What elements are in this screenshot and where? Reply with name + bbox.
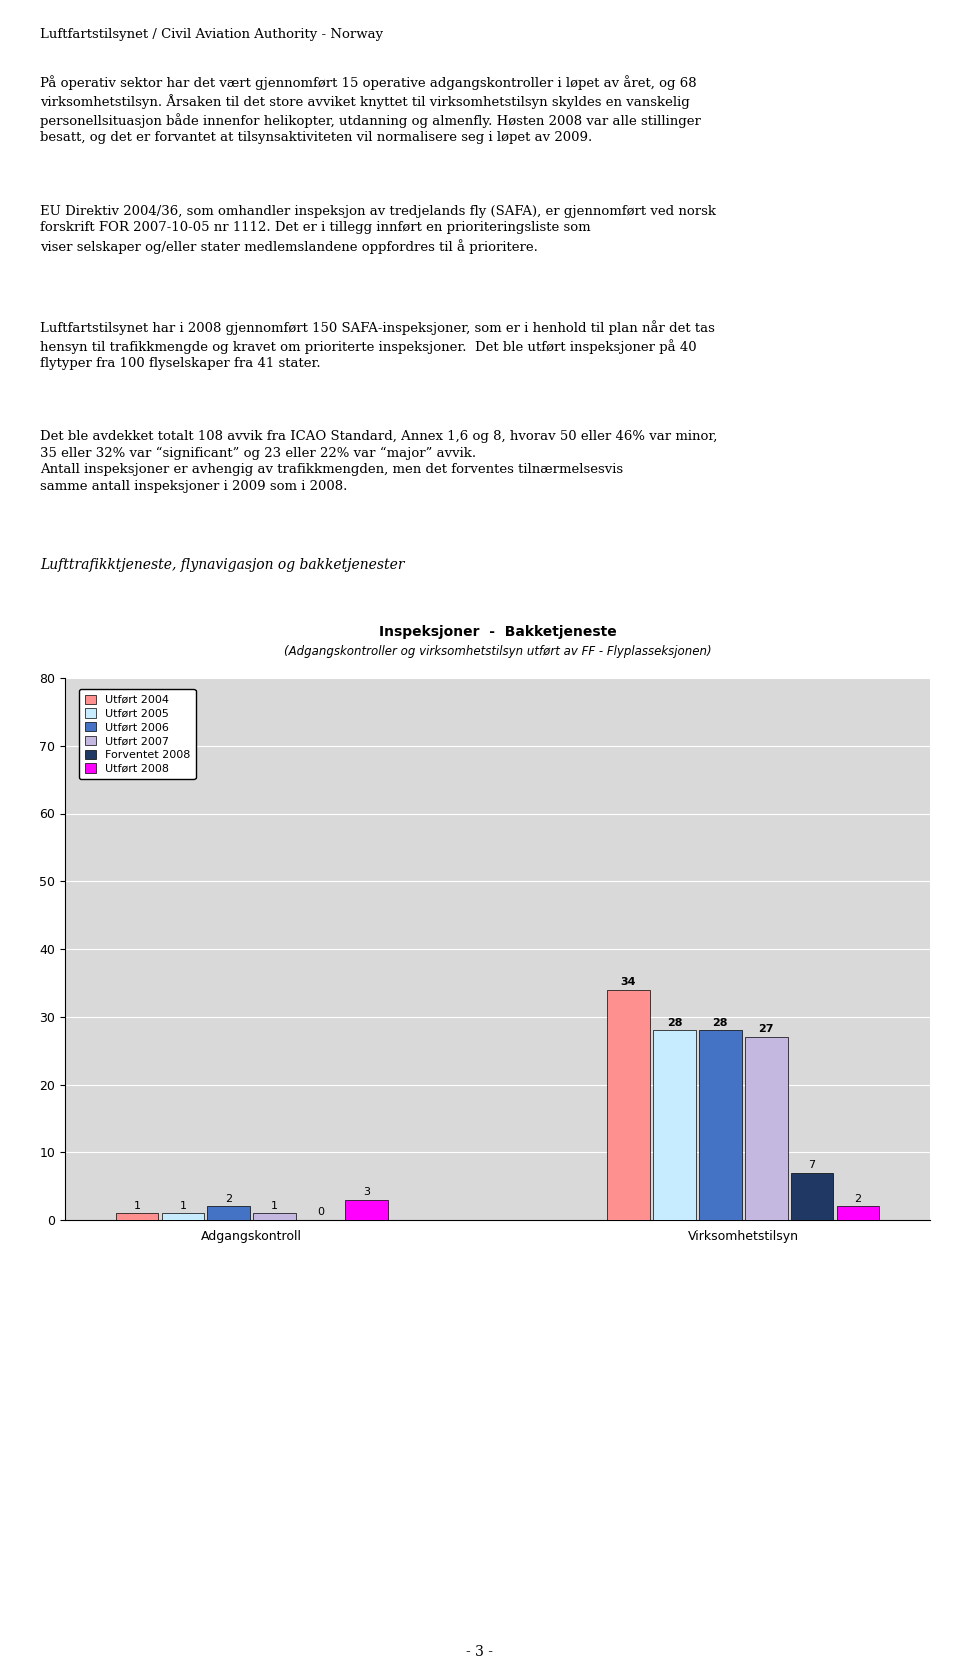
- Bar: [116, 1214, 158, 1221]
- Bar: [608, 990, 650, 1221]
- Text: 2: 2: [854, 1194, 861, 1204]
- Text: Det ble avdekket totalt 108 avvik fra ICAO Standard, Annex 1,6 og 8, hvorav 50 e: Det ble avdekket totalt 108 avvik fra IC…: [40, 430, 717, 493]
- Text: (Adgangskontroller og virksomhetstilsyn utført av FF - Flyplasseksjonen): (Adgangskontroller og virksomhetstilsyn …: [284, 645, 711, 659]
- Text: Luftfartstilsynet har i 2008 gjennomført 150 SAFA-inspeksjoner, som er i henhold: Luftfartstilsynet har i 2008 gjennomført…: [40, 319, 715, 371]
- Text: EU Direktiv 2004/36, som omhandler inspeksjon av tredjelands fly (SAFA), er gjen: EU Direktiv 2004/36, som omhandler inspe…: [40, 206, 716, 254]
- Text: På operativ sektor har det vært gjennomført 15 operative adgangskontroller i løp: På operativ sektor har det vært gjennomf…: [40, 75, 701, 144]
- Bar: [161, 1214, 204, 1221]
- Bar: [699, 1030, 742, 1221]
- Text: 3: 3: [363, 1187, 370, 1197]
- Text: 1: 1: [180, 1200, 186, 1211]
- Bar: [745, 1037, 787, 1221]
- Text: 7: 7: [808, 1160, 816, 1170]
- Text: Luftfartstilsynet / Civil Aviation Authority - Norway: Luftfartstilsynet / Civil Aviation Autho…: [40, 28, 383, 42]
- Text: 27: 27: [758, 1025, 774, 1035]
- Bar: [653, 1030, 696, 1221]
- Text: 28: 28: [712, 1018, 728, 1028]
- Text: 0: 0: [317, 1207, 324, 1217]
- Text: 34: 34: [621, 976, 636, 986]
- Text: - 3 -: - 3 -: [467, 1645, 493, 1659]
- Bar: [836, 1207, 879, 1221]
- Bar: [207, 1207, 251, 1221]
- Text: 28: 28: [666, 1018, 683, 1028]
- Legend: Utført 2004, Utført 2005, Utført 2006, Utført 2007, Forventet 2008, Utført 2008: Utført 2004, Utført 2005, Utført 2006, U…: [80, 689, 196, 779]
- Bar: [345, 1200, 388, 1221]
- Bar: [791, 1172, 833, 1221]
- Text: 2: 2: [226, 1194, 232, 1204]
- Text: Lufttrafikktjeneste, flynavigasjon og bakketjenester: Lufttrafikktjeneste, flynavigasjon og ba…: [40, 558, 404, 572]
- Text: Inspeksjoner  -  Bakketjeneste: Inspeksjoner - Bakketjeneste: [378, 625, 616, 639]
- Text: 1: 1: [271, 1200, 278, 1211]
- Bar: [253, 1214, 296, 1221]
- Text: 1: 1: [133, 1200, 140, 1211]
